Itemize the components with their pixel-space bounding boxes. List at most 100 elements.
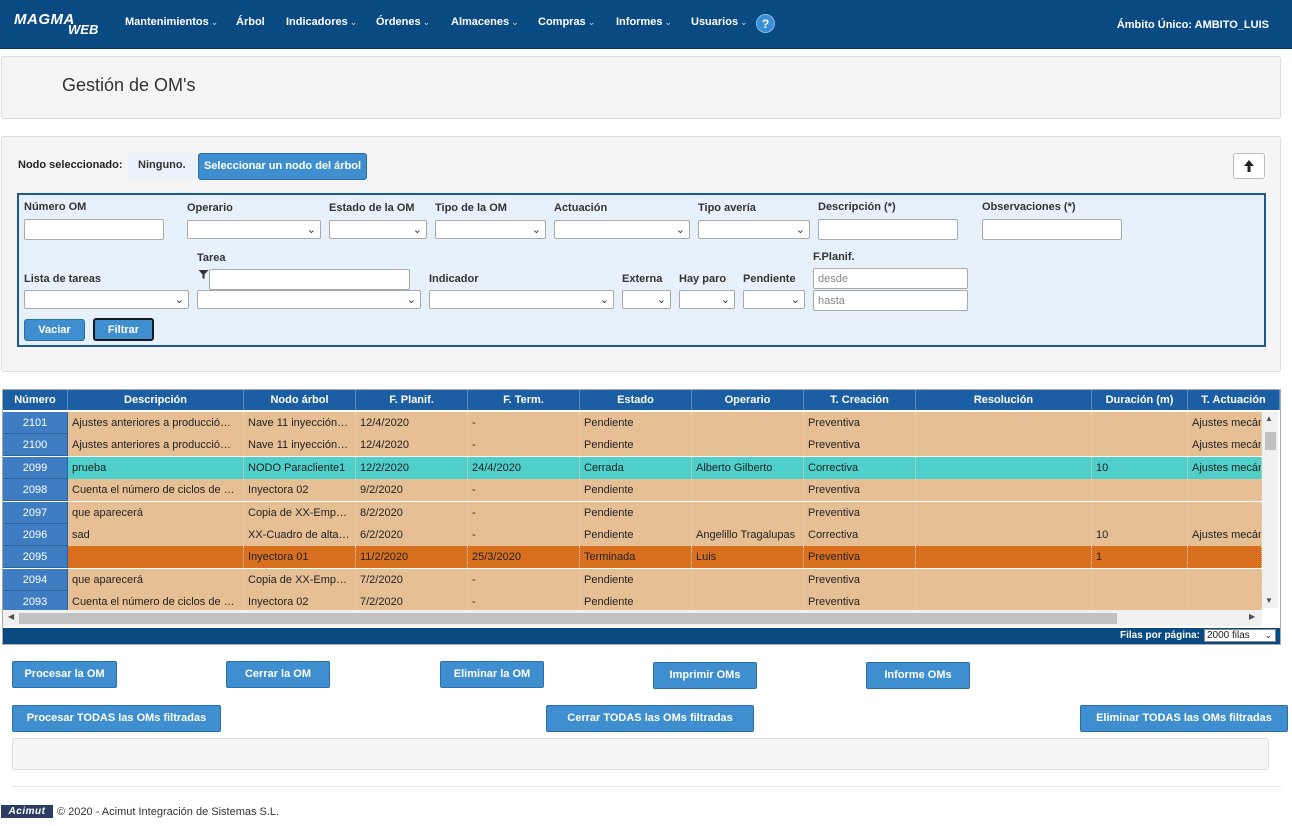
fplanif-desde-input[interactable]: desde (813, 268, 968, 289)
col-header-tcreacion[interactable]: T. Creación (804, 390, 916, 410)
cell-descripcion: sad (68, 524, 244, 546)
label-hay-paro: Hay paro (679, 273, 727, 285)
col-header-estado[interactable]: Estado (580, 390, 692, 410)
chevron-down-icon: ⌄ (406, 294, 416, 306)
col-header-descripcion[interactable]: Descripción (68, 390, 244, 410)
table-row[interactable]: 2096 sad XX-Cuadro de alta… 6/2/2020- Pendie… (3, 524, 1262, 546)
nav-almacenes[interactable]: Almacenes ⌄ (451, 16, 519, 28)
label-externa: Externa (622, 273, 663, 285)
table-row[interactable]: 2098 Cuenta el número de ciclos de … Inyec… (3, 479, 1262, 502)
informe-oms-button[interactable]: Informe OMs (866, 662, 970, 689)
eliminar-om-button[interactable]: Eliminar la OM (440, 661, 544, 688)
nav-label: Informes (616, 16, 663, 28)
cell-operario: Alberto Gilberto (692, 456, 804, 479)
cell-fterm: 25/3/2020 (468, 546, 580, 569)
col-header-fplanif[interactable]: F. Planif. (356, 390, 468, 410)
scroll-down-icon[interactable]: ▼ (1265, 596, 1273, 605)
nav-usuarios[interactable]: Usuarios ⌄ (691, 16, 748, 28)
help-icon[interactable]: ? (756, 14, 775, 33)
cell-tactuacion (1188, 591, 1262, 610)
cell-tcreacion: Correctiva (804, 524, 916, 546)
cell-tcreacion: Preventiva (804, 412, 916, 434)
table-row[interactable]: 2093 Cuenta el número de ciclos de … Inyec… (3, 591, 1262, 610)
cell-operario (692, 568, 804, 591)
tarea-select[interactable]: ⌄ (197, 290, 421, 309)
table-row[interactable]: 2094 que aparecerá Copia de XX-Emp… 7/2/202… (3, 568, 1262, 591)
cell-resolucion (916, 501, 1092, 524)
cell-nodo: Nave 11 inyección… (244, 434, 356, 457)
cell-tcreacion: Preventiva (804, 501, 916, 524)
cell-nodo: Inyectora 02 (244, 591, 356, 610)
horizontal-scrollbar[interactable]: ◀ ▶ (3, 610, 1262, 626)
nav-indicadores[interactable]: Indicadores ⌄ (286, 16, 357, 28)
nav-arbol[interactable]: Árbol (236, 16, 265, 28)
cell-duracion: 1 (1092, 546, 1188, 569)
nav-mantenimientos[interactable]: Mantenimientos ⌄ (125, 16, 218, 28)
operario-select[interactable]: ⌄ (187, 220, 321, 239)
col-header-operario[interactable]: Operario (692, 390, 804, 410)
col-header-duracion[interactable]: Duración (m) (1092, 390, 1188, 410)
scroll-thumb[interactable] (1265, 432, 1276, 450)
table-row[interactable]: 2101 Ajustes anteriores a producció… Nave … (3, 412, 1262, 434)
pendiente-select[interactable]: ⌄ (743, 290, 805, 309)
estado-select[interactable]: ⌄ (329, 220, 427, 239)
col-header-resolucion[interactable]: Resolución (916, 390, 1092, 410)
cell-resolucion (916, 546, 1092, 569)
col-header-fterm[interactable]: F. Term. (468, 390, 580, 410)
tipo-averia-select[interactable]: ⌄ (698, 220, 810, 239)
rows-per-page-select[interactable]: 2000 filas ⌄ (1204, 629, 1276, 642)
scroll-thumb[interactable] (19, 613, 1117, 624)
cell-descripcion: que aparecerá (68, 501, 244, 524)
chevron-down-icon: ⌄ (412, 224, 422, 236)
indicador-select[interactable]: ⌄ (429, 290, 614, 309)
observaciones-input[interactable] (982, 219, 1122, 240)
message-area (12, 738, 1269, 770)
col-header-tactuacion[interactable]: T. Actuación (1188, 390, 1280, 410)
select-node-button[interactable]: Seleccionar un nodo del árbol (198, 153, 367, 180)
cell-nodo: XX-Cuadro de alta… (244, 524, 356, 546)
procesar-todas-button[interactable]: Procesar TODAS las OMs filtradas (12, 705, 221, 732)
cell-duracion (1092, 568, 1188, 591)
col-header-nodo[interactable]: Nodo árbol (244, 390, 356, 410)
externa-select[interactable]: ⌄ (622, 290, 671, 309)
procesar-om-button[interactable]: Procesar la OM (12, 661, 117, 688)
caret-down-icon: ⌄ (587, 17, 596, 27)
cerrar-om-button[interactable]: Cerrar la OM (226, 661, 330, 688)
fplanif-hasta-input[interactable]: hasta (813, 290, 968, 311)
table-row[interactable]: 2097 que aparecerá Copia de XX-Emp… 8/2/202… (3, 501, 1262, 524)
nav-label: Mantenimientos (125, 16, 209, 28)
nav-compras[interactable]: Compras ⌄ (538, 16, 595, 28)
filtrar-button[interactable]: Filtrar (93, 318, 154, 341)
hay-paro-select[interactable]: ⌄ (679, 290, 735, 309)
table-row[interactable]: 2100 Ajustes anteriores a producció… Nave … (3, 434, 1262, 457)
scroll-up-icon[interactable]: ▲ (1265, 414, 1273, 423)
cell-operario (692, 501, 804, 524)
chevron-down-icon: ⌄ (675, 224, 685, 236)
arrow-up-icon[interactable] (1233, 153, 1265, 179)
scroll-left-icon[interactable]: ◀ (8, 612, 15, 621)
cell-operario (692, 591, 804, 610)
vaciar-button[interactable]: Vaciar (24, 319, 85, 341)
tipo-select[interactable]: ⌄ (435, 220, 546, 239)
scroll-right-icon[interactable]: ▶ (1249, 612, 1256, 621)
tarea-search-input[interactable] (209, 269, 410, 290)
cell-fplanif: 9/2/2020 (356, 479, 468, 502)
eliminar-todas-button[interactable]: Eliminar TODAS las OMs filtradas (1080, 705, 1288, 732)
numero-om-input[interactable] (24, 219, 164, 240)
cerrar-todas-button[interactable]: Cerrar TODAS las OMs filtradas (546, 705, 754, 732)
cell-numero: 2098 (3, 479, 68, 502)
table-row[interactable]: 2099 prueba NODO Paracliente1 12/2/2020 24/4… (3, 456, 1262, 479)
label-pendiente: Pendiente (743, 273, 796, 285)
nav-informes[interactable]: Informes ⌄ (616, 16, 672, 28)
imprimir-oms-button[interactable]: Imprimir OMs (653, 662, 757, 689)
vertical-scrollbar[interactable]: ▲ ▼ (1262, 412, 1278, 608)
actuacion-select[interactable]: ⌄ (554, 220, 690, 239)
table-row[interactable]: 2095 Inyectora 01 11/2/2020 25/3/2020 Termin… (3, 546, 1262, 569)
cell-tactuacion: Ajustes mecán (1188, 434, 1262, 457)
col-header-numero[interactable]: Número (3, 390, 68, 410)
descripcion-input[interactable] (818, 219, 958, 240)
lista-tareas-select[interactable]: ⌄ (24, 290, 189, 309)
label-operario: Operario (187, 202, 233, 214)
nav-ordenes[interactable]: Órdenes ⌄ (376, 16, 430, 28)
magma-web-logo[interactable]: MAGMA WEB (14, 11, 98, 37)
